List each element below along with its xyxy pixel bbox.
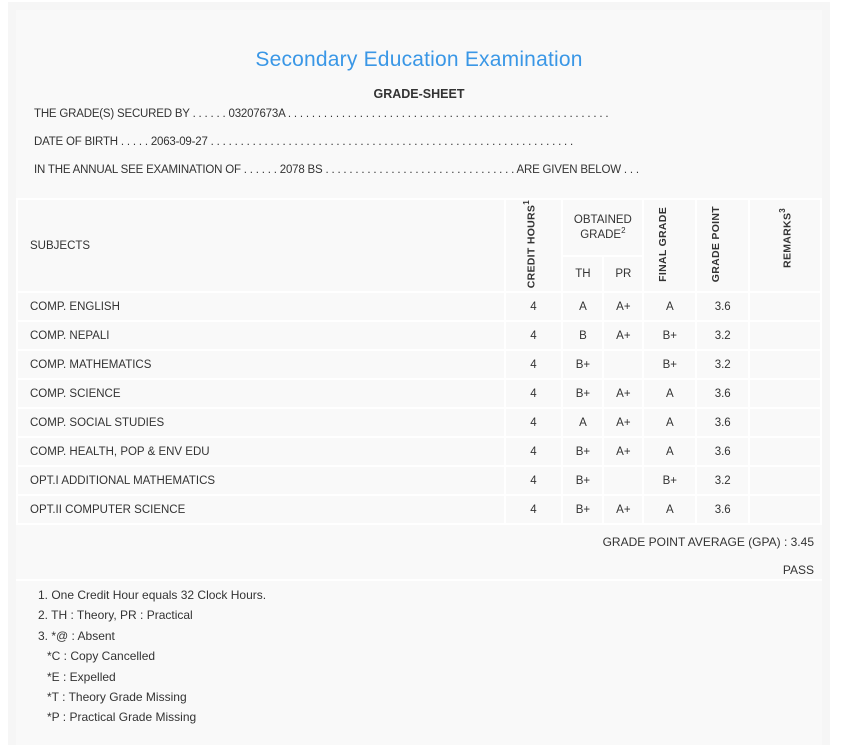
- cell-th: B: [561, 320, 605, 352]
- cell-pr: [602, 349, 645, 381]
- footnotes: 1. One Credit Hour equals 32 Clock Hours…: [38, 588, 266, 731]
- cell-credit: 4: [503, 291, 564, 323]
- header-credit-hours: CREDIT HOURS1: [503, 197, 564, 294]
- header-grade-point: GRADE POINT: [695, 197, 751, 294]
- cell-credit: 4: [503, 320, 564, 352]
- table-row: COMP. ENGLISH 4 A A+ A 3.6: [16, 291, 822, 323]
- cell-remarks: [748, 320, 822, 352]
- exam-line: IN THE ANNUAL SEE EXAMINATION OF . . . .…: [34, 164, 639, 176]
- cell-th: B+: [561, 465, 605, 497]
- gpa-value: GRADE POINT AVERAGE (GPA) : 3.45: [602, 535, 814, 549]
- result-section: GRADE POINT AVERAGE (GPA) : 3.45 PASS: [16, 507, 822, 581]
- header-obtained-grade: OBTAINED GRADE2: [561, 197, 645, 258]
- cell-subject: OPT.II COMPUTER SCIENCE: [16, 494, 506, 526]
- grade-sheet-container: Secondary Education Examination GRADE-SH…: [8, 2, 830, 745]
- cell-remarks: [748, 291, 822, 323]
- cell-gp: 3.2: [695, 349, 751, 381]
- cell-final: A: [642, 407, 698, 439]
- header-th: TH: [561, 255, 605, 294]
- footnote: 1. One Credit Hour equals 32 Clock Hours…: [38, 588, 267, 602]
- cell-credit: 4: [503, 349, 564, 381]
- footnote: *E : Expelled: [47, 669, 116, 684]
- secured-by-line: THE GRADE(S) SECURED BY . . . . . . 0320…: [34, 108, 609, 120]
- table-row: COMP. SCIENCE 4 B+ A+ A 3.6: [16, 378, 822, 410]
- header-subjects: SUBJECTS: [16, 197, 506, 294]
- page-title: Secondary Education Examination: [255, 48, 583, 71]
- cell-remarks: [748, 436, 822, 468]
- cell-subject: COMP. HEALTH, POP & ENV EDU: [16, 436, 506, 468]
- cell-final: B+: [642, 465, 698, 497]
- cell-final: A: [642, 494, 698, 526]
- cell-remarks: [748, 378, 822, 410]
- cell-gp: 3.2: [695, 320, 751, 352]
- page-subtitle: GRADE-SHEET: [373, 87, 465, 101]
- cell-gp: 3.6: [695, 291, 751, 323]
- cell-credit: 4: [503, 407, 564, 439]
- cell-credit: 4: [503, 436, 564, 468]
- footnote: *T : Theory Grade Missing: [47, 689, 187, 704]
- cell-subject: OPT.I ADDITIONAL MATHEMATICS: [16, 465, 506, 497]
- cell-remarks: [748, 494, 822, 526]
- cell-credit: 4: [503, 465, 564, 497]
- cell-subject: COMP. SCIENCE: [16, 378, 506, 410]
- cell-subject: COMP. SOCIAL STUDIES: [16, 407, 506, 439]
- cell-remarks: [748, 349, 822, 381]
- footnote: 3. *@ : Absent: [38, 628, 115, 643]
- cell-gp: 3.6: [695, 436, 751, 468]
- footnote: 2. TH : Theory, PR : Practical: [38, 608, 193, 623]
- cell-gp: 3.6: [695, 407, 751, 439]
- cell-remarks: [748, 465, 822, 497]
- cell-subject: COMP. MATHEMATICS: [16, 349, 506, 381]
- cell-final: B+: [642, 349, 698, 381]
- footnote: *C : Copy Cancelled: [47, 649, 156, 664]
- cell-credit: 4: [503, 378, 564, 410]
- cell-final: B+: [642, 320, 698, 352]
- cell-pr: A+: [602, 378, 645, 410]
- cell-pr: A+: [602, 291, 645, 323]
- cell-final: A: [642, 436, 698, 468]
- cell-final: A: [642, 291, 698, 323]
- cell-th: B+: [561, 494, 605, 526]
- table-row: COMP. HEALTH, POP & ENV EDU 4 B+ A+ A 3.6: [16, 436, 822, 468]
- table-row: COMP. MATHEMATICS 4 B+ B+ 3.2: [16, 349, 822, 381]
- cell-final: A: [642, 378, 698, 410]
- cell-th: A: [561, 291, 605, 323]
- cell-pr: A+: [602, 494, 645, 526]
- cell-th: A: [561, 407, 605, 439]
- cell-th: B+: [561, 436, 605, 468]
- dob-line: DATE OF BIRTH . . . . . 2063-09-27 . . .…: [34, 136, 574, 148]
- cell-remarks: [748, 407, 822, 439]
- cell-pr: A+: [602, 320, 645, 352]
- cell-gp: 3.6: [695, 378, 751, 410]
- cell-th: B+: [561, 349, 605, 381]
- header-pr: PR: [602, 255, 645, 294]
- table-row: COMP. SOCIAL STUDIES 4 A A+ A 3.6: [16, 407, 822, 439]
- cell-pr: A+: [602, 407, 645, 439]
- cell-gp: 3.6: [695, 494, 751, 526]
- table-row: OPT.I ADDITIONAL MATHEMATICS 4 B+ B+ 3.2: [16, 465, 822, 497]
- cell-pr: A+: [602, 436, 645, 468]
- table-row: COMP. NEPALI 4 B A+ B+ 3.2: [16, 320, 822, 352]
- table-row: OPT.II COMPUTER SCIENCE 4 B+ A+ A 3.6: [16, 494, 822, 526]
- cell-th: B+: [561, 378, 605, 410]
- footnote: *P : Practical Grade Missing: [47, 710, 197, 725]
- cell-gp: 3.2: [695, 465, 751, 497]
- cell-credit: 4: [503, 494, 564, 526]
- cell-subject: COMP. NEPALI: [16, 320, 506, 352]
- result-status: PASS: [782, 563, 814, 577]
- cell-subject: COMP. ENGLISH: [16, 291, 506, 323]
- header-final-grade: FINAL GRADE: [642, 197, 698, 294]
- cell-pr: [602, 465, 645, 497]
- grades-table: SUBJECTS CREDIT HOURS1 OBTAINED GRADE2 F…: [16, 197, 822, 526]
- grade-sheet-panel: Secondary Education Examination GRADE-SH…: [16, 10, 822, 745]
- header-remarks: REMARKS3: [748, 197, 822, 294]
